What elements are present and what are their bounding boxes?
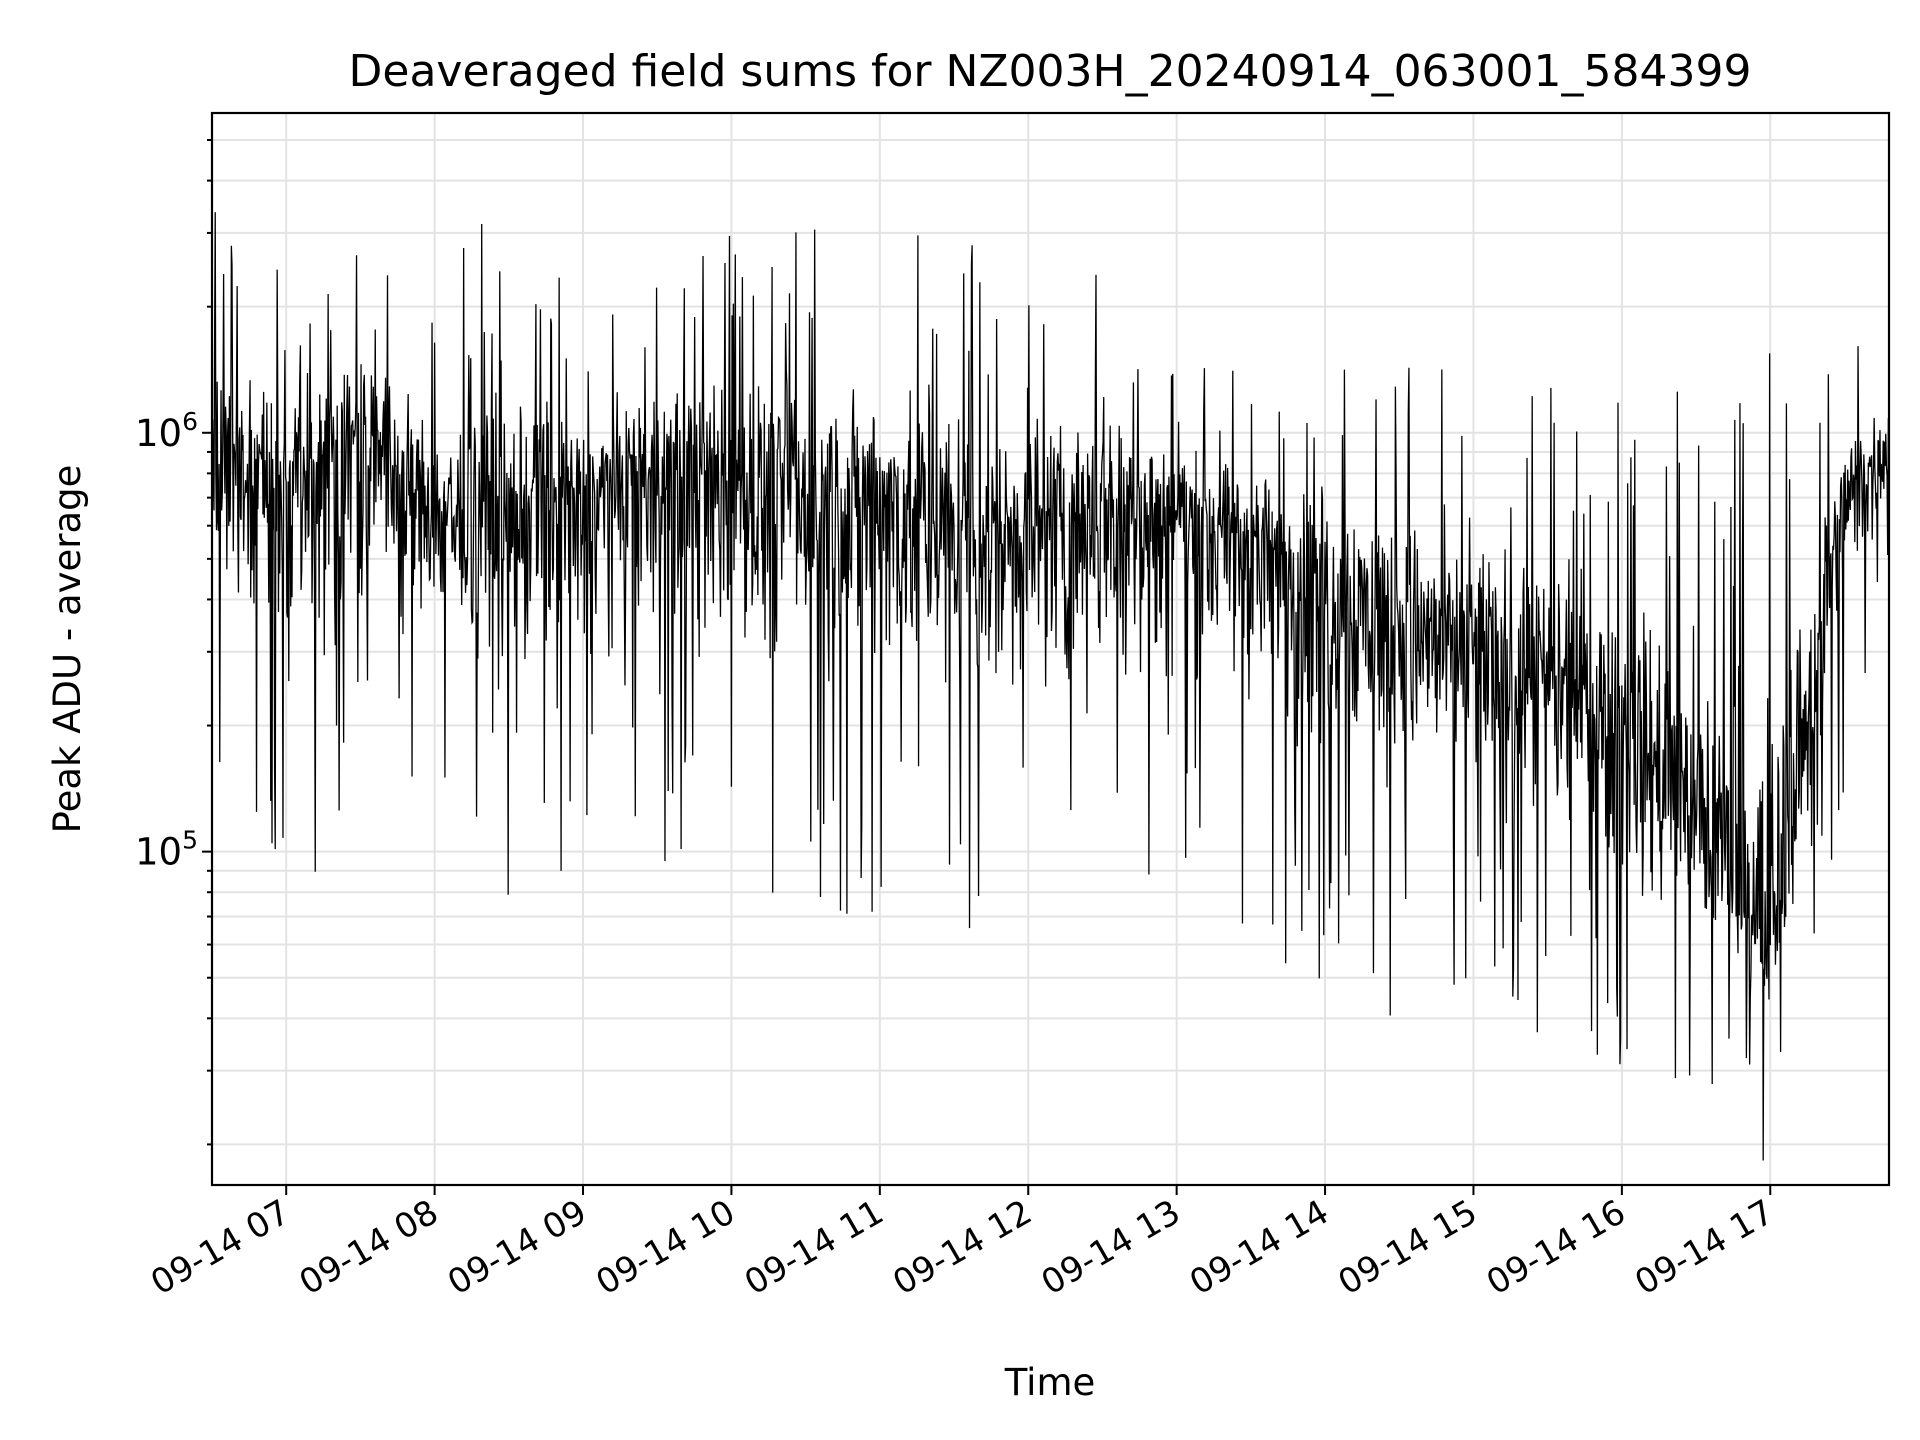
- x-tick-label: 09-14 13: [1035, 1192, 1187, 1303]
- x-tick-label: 09-14 15: [1332, 1192, 1484, 1303]
- x-tick-label: 09-14 16: [1480, 1192, 1632, 1303]
- series-line: [211, 212, 1890, 1161]
- x-tick-label: 09-14 12: [886, 1192, 1038, 1303]
- y-axis-label: Peak ADU - average: [46, 465, 89, 834]
- x-tick-label: 09-14 07: [144, 1192, 296, 1303]
- y-axis: 105 106: [135, 138, 212, 1146]
- x-tick-label: 09-14 14: [1183, 1192, 1335, 1303]
- x-tick-label: 09-14 11: [738, 1192, 890, 1303]
- plot-frame: [210, 111, 1891, 1187]
- x-tick-label: 09-14 08: [293, 1192, 445, 1303]
- x-tick-label: 09-14 10: [590, 1192, 742, 1303]
- x-tick-label: 09-14 09: [441, 1192, 593, 1303]
- x-tick-label: 09-14 17: [1628, 1192, 1780, 1303]
- chart-title: Deaveraged field sums for NZ003H_2024091…: [349, 46, 1752, 97]
- x-axis-label: Time: [1004, 1361, 1096, 1404]
- y-tick-label: 106: [135, 407, 198, 455]
- y-tick-label: 105: [135, 826, 198, 874]
